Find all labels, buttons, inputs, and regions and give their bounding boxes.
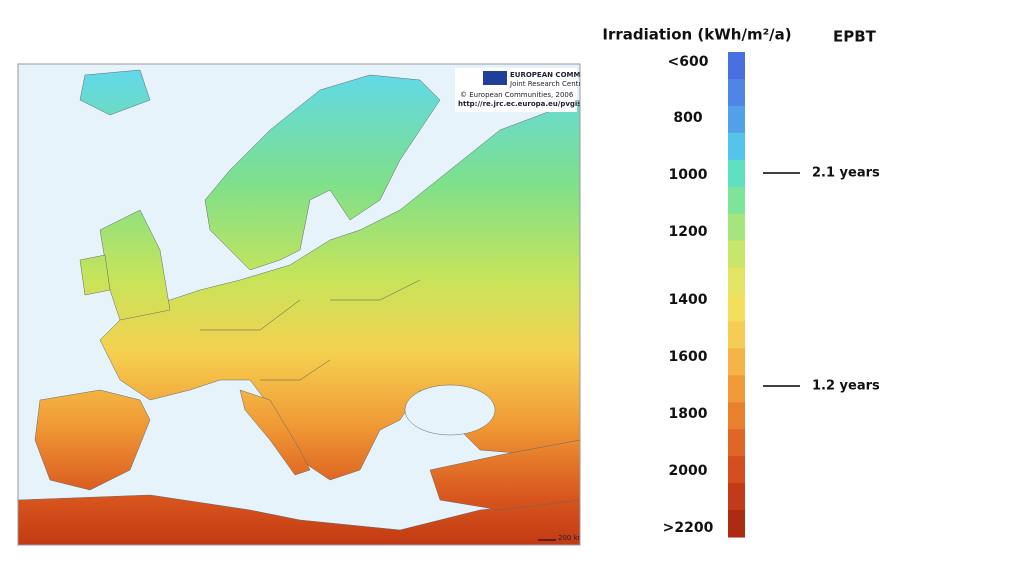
epbt-markers: 2.1 years 1.2 years: [763, 166, 880, 394]
credits-box: [455, 68, 577, 112]
legend-labels: <600 800 1000 1200 1400 1600 1800 2000 >2200: [663, 54, 714, 536]
eu-flag: [483, 71, 507, 85]
color-swatch: [728, 186, 745, 215]
legend-label: 1000: [669, 167, 708, 183]
color-swatch: [728, 294, 745, 322]
color-swatch: [728, 321, 745, 349]
legend-label: 1400: [669, 292, 708, 308]
borders: [200, 279, 421, 381]
black-sea: [404, 384, 496, 436]
map-frame: [17, 63, 581, 546]
legend-label: 1800: [669, 406, 708, 422]
color-swatch: [728, 52, 745, 80]
color-swatch: [728, 456, 745, 484]
scale-label: 200 km: [558, 534, 585, 542]
credit-url: http://re.jrc.ec.europa.eu/pvgis/: [458, 100, 584, 108]
legend-label: <600: [668, 54, 709, 70]
credit-copyright: © European Communities, 2006: [460, 91, 574, 99]
legend-label: 1200: [669, 224, 708, 240]
color-bar: [728, 52, 745, 538]
color-swatch: [728, 429, 745, 457]
credit-centre: Joint Research Centre: [509, 80, 585, 88]
color-swatch: [728, 159, 745, 188]
map: EUROPEAN COMMISSION Joint Research Centr…: [18, 64, 607, 545]
color-swatch: [728, 348, 745, 376]
epbt-title: EPBT: [833, 28, 877, 46]
color-swatch: [728, 105, 745, 134]
epbt-label: 1.2 years: [812, 379, 880, 394]
color-swatch: [728, 132, 745, 161]
color-swatch: [728, 213, 745, 242]
color-swatch: [728, 510, 745, 538]
color-swatch: [728, 375, 745, 403]
land: [18, 69, 580, 545]
legend-label: 2000: [669, 463, 708, 479]
color-swatch: [728, 267, 745, 295]
credit-org: EUROPEAN COMMISSION: [510, 71, 607, 79]
color-swatch: [728, 402, 745, 430]
color-swatch: [728, 240, 745, 269]
epbt-label: 2.1 years: [812, 166, 880, 181]
legend-label: 1600: [669, 349, 708, 365]
legend-label: 800: [673, 110, 702, 126]
legend-title: Irradiation (kWh/m²/a): [602, 26, 791, 44]
legend-label: >2200: [663, 520, 714, 536]
color-swatch: [728, 483, 745, 511]
color-swatch: [728, 78, 745, 107]
